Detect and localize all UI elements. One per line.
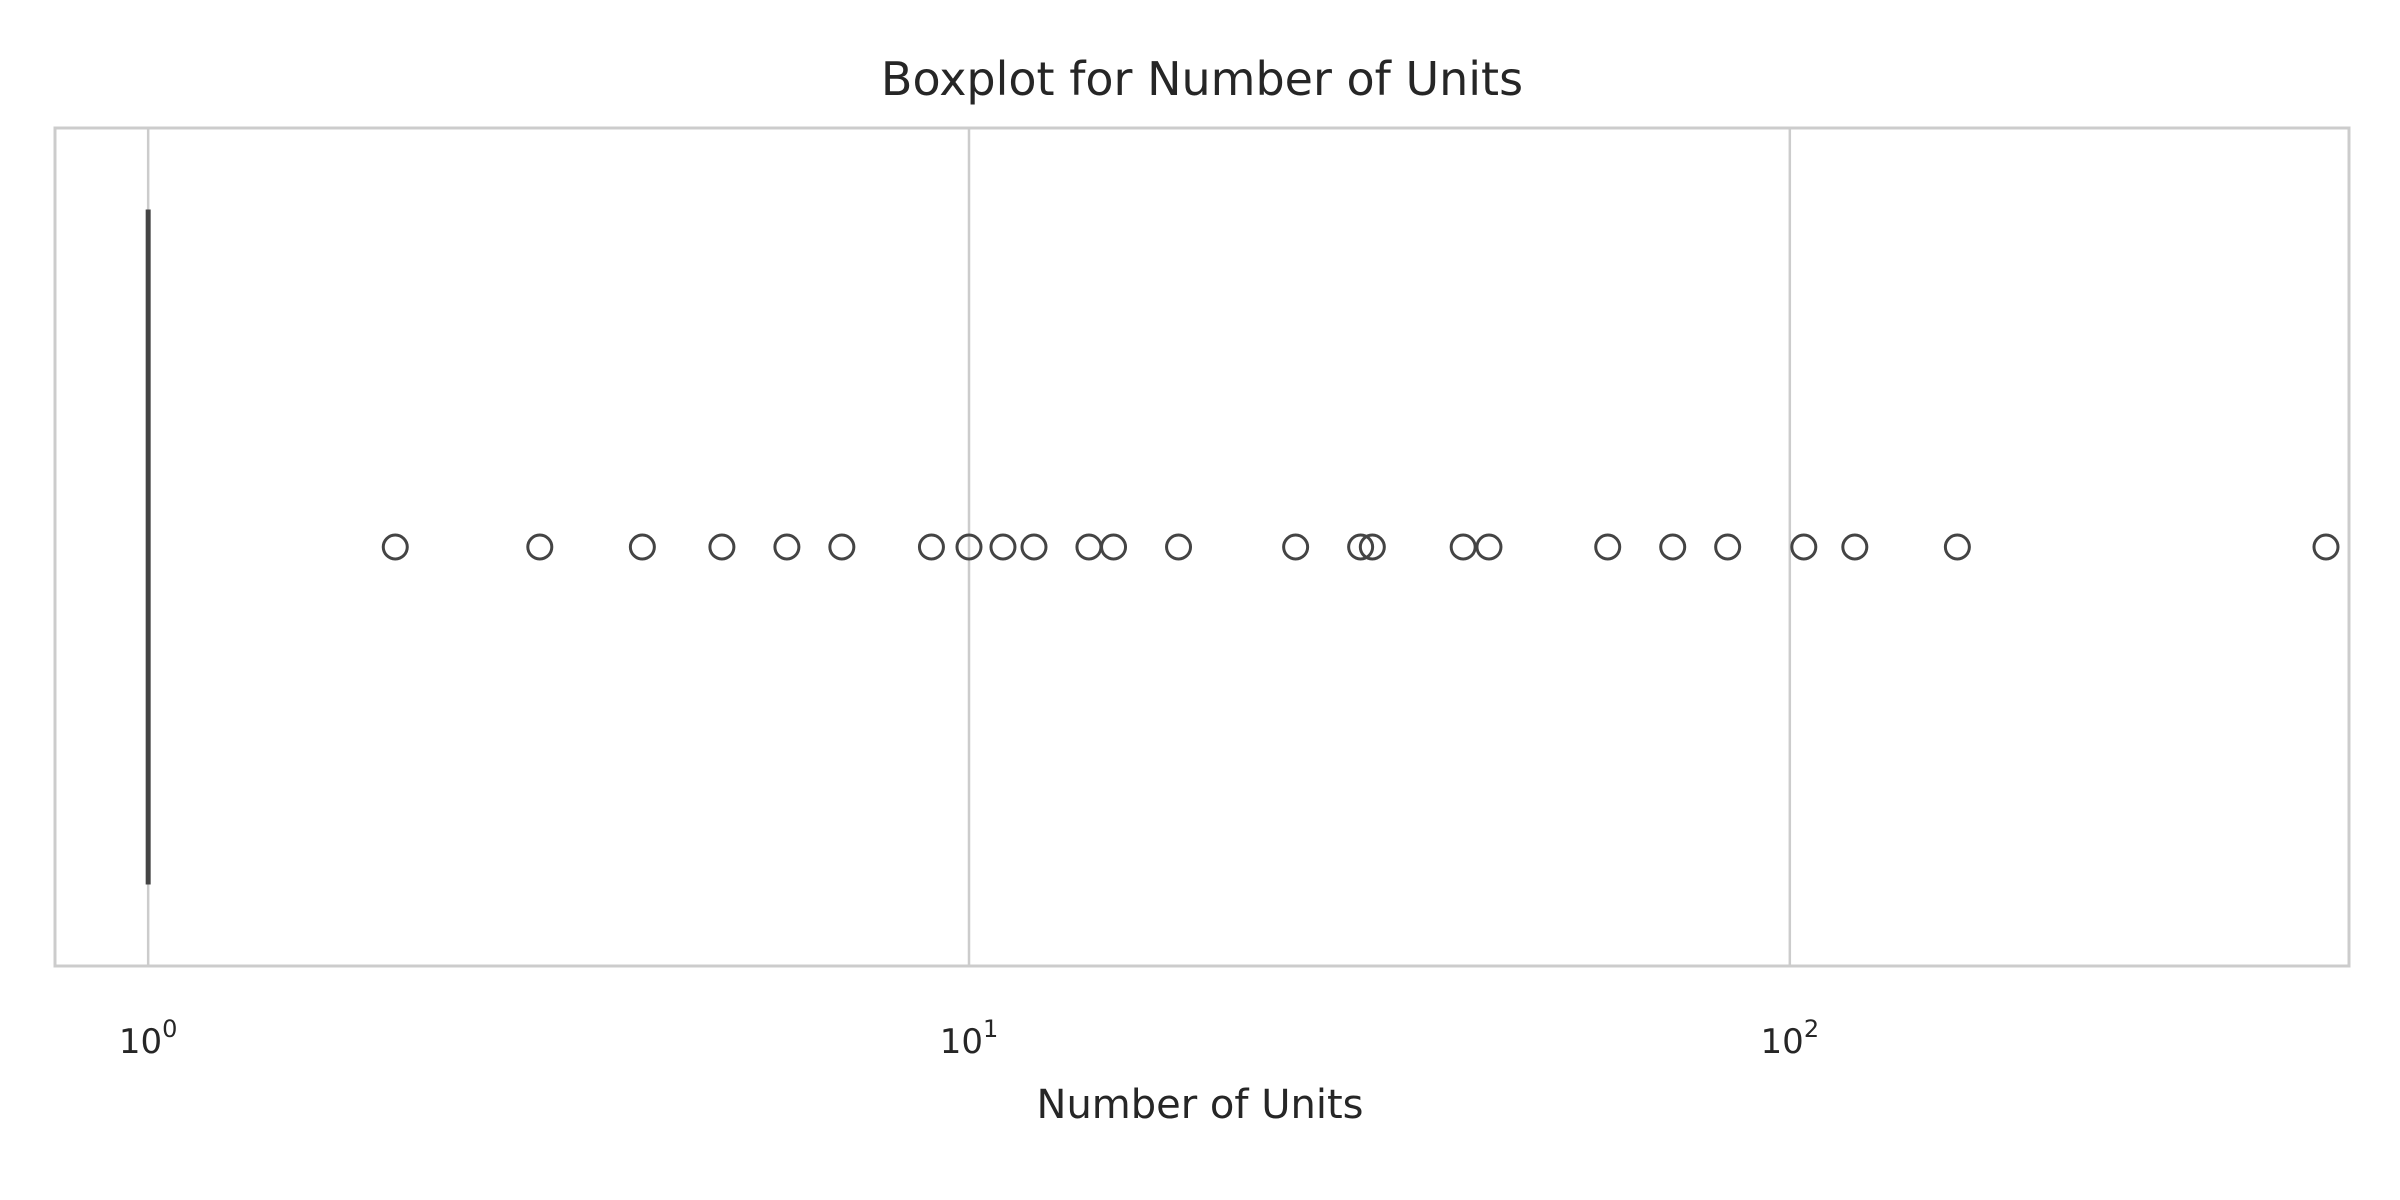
box-layer (145, 209, 151, 885)
outlier-point (1659, 533, 1687, 561)
grid-lines (146, 128, 1792, 966)
outlier-point (1358, 533, 1386, 561)
outlier-point (1943, 533, 1971, 561)
plot-frame (53, 126, 2351, 968)
outlier-point (1282, 533, 1310, 561)
outlier-point (1100, 533, 1128, 561)
outlier-point (917, 533, 945, 561)
outlier-point (1714, 533, 1742, 561)
outlier-points (381, 533, 2340, 561)
outlier-point (628, 533, 656, 561)
outlier-point (989, 533, 1017, 561)
outlier-point (1075, 533, 1103, 561)
outlier-point (1449, 533, 1477, 561)
outlier-point (1165, 533, 1193, 561)
chart-title: Boxplot for Number of Units (881, 52, 1523, 106)
x-tick-labels: 100 101 102 (119, 1015, 1819, 1062)
outlier-point (1790, 533, 1818, 561)
outlier-point (1841, 533, 1869, 561)
outlier-point (828, 533, 856, 561)
outlier-point (526, 533, 554, 561)
outlier-point (1020, 533, 1048, 561)
x-tick-label: 102 (1761, 1015, 1820, 1062)
outlier-point (955, 533, 983, 561)
outlier-point (381, 533, 409, 561)
x-tick-label: 100 (119, 1015, 178, 1062)
outlier-point (1475, 533, 1503, 561)
outlier-point (773, 533, 801, 561)
outlier-point (708, 533, 736, 561)
outlier-point (1594, 533, 1622, 561)
outlier-point (1347, 533, 1375, 561)
outlier-point (2312, 533, 2340, 561)
x-tick-label: 101 (940, 1015, 999, 1062)
x-axis-label: Number of Units (1037, 1082, 1364, 1128)
